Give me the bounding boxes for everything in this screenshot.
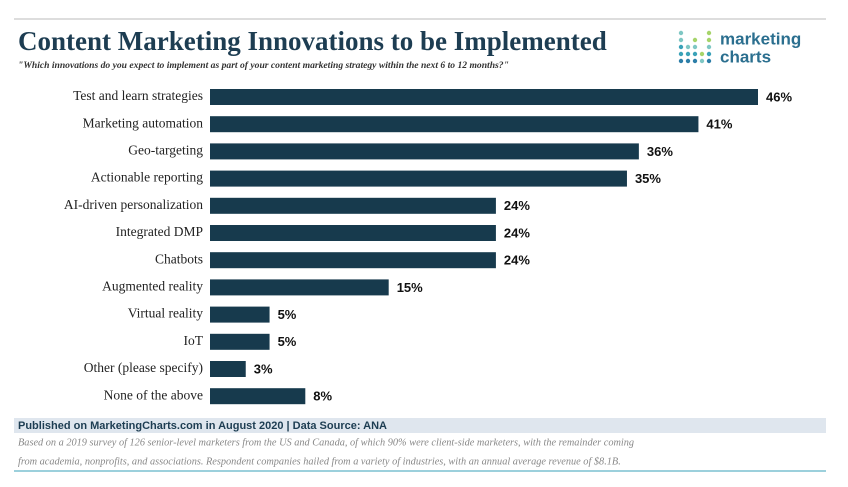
chart-subtitle: "Which innovations do you expect to impl…	[18, 60, 509, 71]
value-label: 46%	[766, 89, 792, 104]
category-label: Other (please specify)	[84, 360, 203, 375]
bar	[210, 279, 389, 296]
value-label: 24%	[504, 198, 530, 213]
value-label: 24%	[504, 225, 530, 240]
bar	[210, 361, 246, 377]
category-label: Chatbots	[155, 251, 203, 266]
category-label: Test and learn strategies	[73, 88, 203, 103]
footer-note: from academia, nonprofits, and associati…	[18, 456, 621, 467]
value-label: 3%	[254, 361, 273, 376]
bar	[210, 143, 639, 160]
category-label: IoT	[184, 333, 204, 348]
category-label: Virtual reality	[128, 306, 204, 321]
value-label: 24%	[504, 253, 530, 268]
bar	[210, 388, 306, 405]
footer-note: Based on a 2019 survey of 126 senior-lev…	[18, 437, 634, 448]
bar	[210, 116, 699, 133]
category-label: None of the above	[104, 387, 203, 402]
bar	[210, 333, 270, 350]
brand-logo	[678, 30, 712, 64]
bar	[210, 197, 496, 214]
bar	[210, 252, 496, 269]
value-label: 5%	[278, 334, 297, 349]
brand-line: charts	[720, 47, 771, 66]
category-label: Marketing automation	[83, 115, 204, 130]
chart-title: Content Marketing Innovations to be Impl…	[18, 26, 607, 56]
bar	[210, 225, 496, 241]
bar	[210, 170, 627, 187]
category-label: Actionable reporting	[91, 170, 203, 185]
value-label: 41%	[706, 117, 732, 132]
value-label: 36%	[647, 144, 673, 159]
value-label: 8%	[313, 389, 332, 404]
value-label: 35%	[635, 171, 661, 186]
bar	[210, 306, 270, 323]
footer-source: Published on MarketingCharts.com in Augu…	[18, 420, 387, 432]
category-label: AI-driven personalization	[64, 197, 203, 212]
footer-band	[14, 418, 826, 433]
category-label: Augmented reality	[102, 278, 203, 293]
value-label: 5%	[278, 307, 297, 322]
category-label: Geo-targeting	[128, 142, 203, 157]
brand-line: marketing	[720, 29, 801, 48]
value-label: 15%	[397, 280, 423, 295]
bar	[210, 89, 758, 105]
category-label: Integrated DMP	[116, 224, 203, 239]
